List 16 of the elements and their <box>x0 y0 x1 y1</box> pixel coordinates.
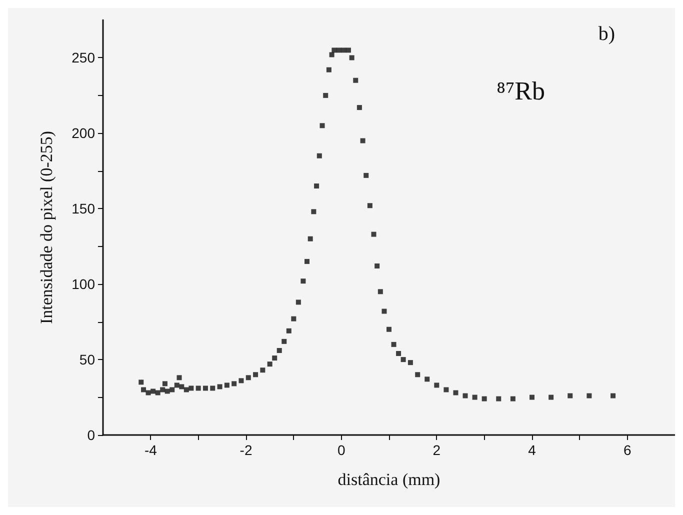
annotation: ⁸⁷Rb <box>496 76 546 106</box>
annotation: b) <box>598 23 616 45</box>
x-tick-label: -2 <box>240 442 252 458</box>
y-axis-title: Intensidade do pixel (0-255) <box>37 130 56 324</box>
x-tick-label: 4 <box>528 442 536 458</box>
y-tick-label: 150 <box>72 200 96 217</box>
y-tick-label: 50 <box>79 352 96 368</box>
y-tick-label: 0 <box>87 427 96 443</box>
y-tick-label: 100 <box>72 276 96 292</box>
x-tick-label: 6 <box>623 442 632 458</box>
x-tick-label: 2 <box>432 442 441 458</box>
x-tick-label: 0 <box>337 442 346 458</box>
x-axis-title: distância (mm) <box>338 470 440 489</box>
y-tick-label: 200 <box>72 125 96 142</box>
y-tick-label: 250 <box>72 50 96 66</box>
x-tick-label: -4 <box>144 442 158 458</box>
